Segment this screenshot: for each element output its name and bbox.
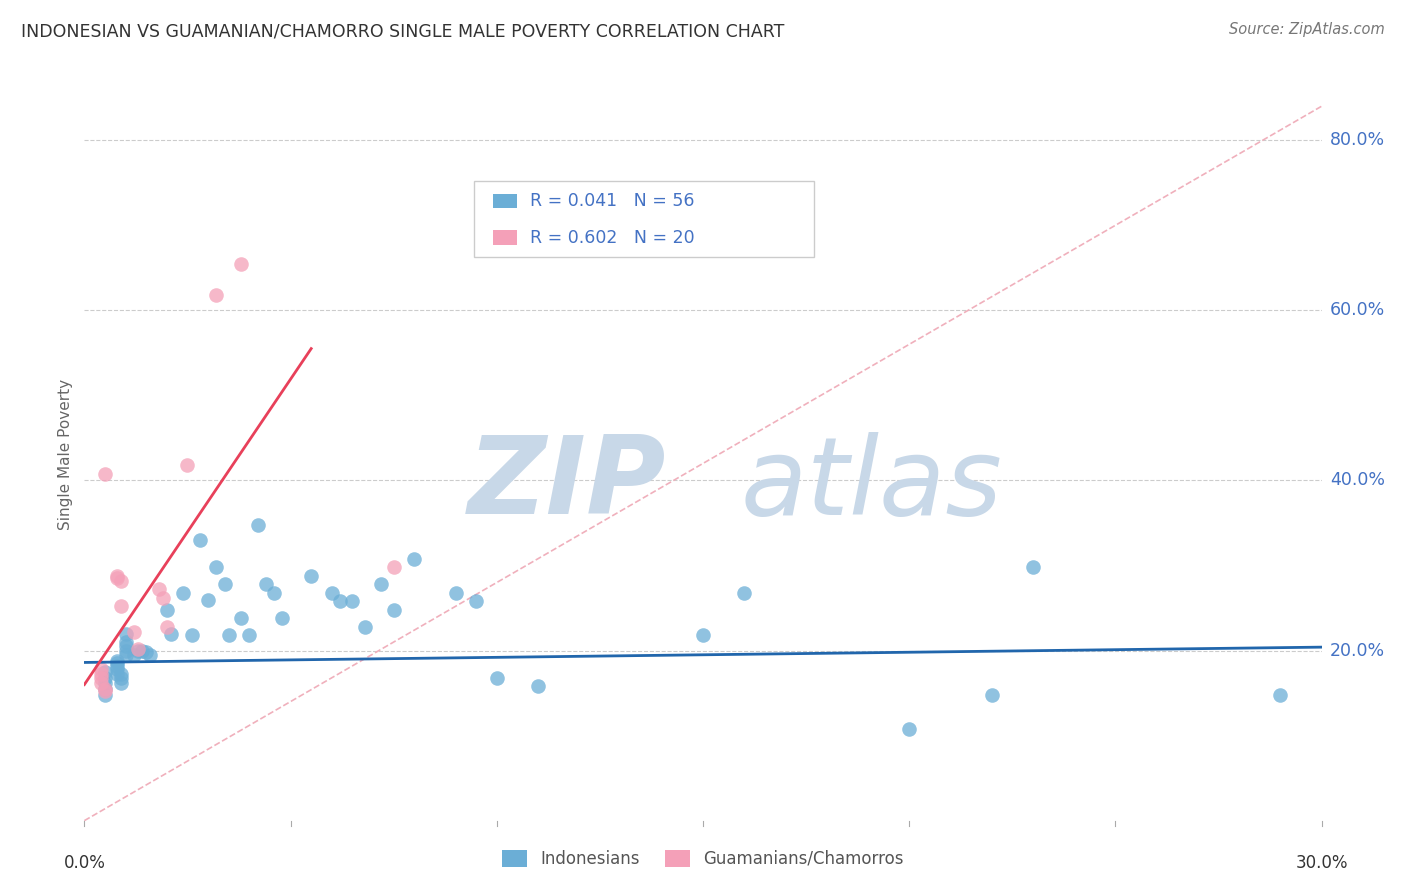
Point [527, 679, 550, 693]
Point [114, 643, 136, 657]
Point [127, 643, 149, 657]
Point [342, 594, 364, 608]
Point [733, 585, 755, 599]
Point [1270, 688, 1292, 702]
Point [197, 592, 219, 607]
Text: R = 0.041   N = 56: R = 0.041 N = 56 [530, 192, 695, 211]
Point [898, 722, 921, 736]
Point [382, 603, 405, 617]
Point [105, 662, 128, 676]
Point [229, 611, 252, 625]
Point [127, 641, 149, 656]
Point [105, 654, 128, 668]
Text: R = 0.602   N = 20: R = 0.602 N = 20 [530, 228, 695, 247]
Point [105, 658, 128, 673]
Y-axis label: Single Male Poverty: Single Male Poverty [58, 379, 73, 531]
Point [131, 643, 153, 657]
Point [271, 611, 294, 625]
Point [180, 628, 202, 642]
Text: 30.0%: 30.0% [1295, 854, 1348, 871]
Text: ZIP: ZIP [468, 431, 666, 537]
Point [94, 671, 117, 685]
Point [254, 577, 277, 591]
Point [90, 676, 112, 690]
Point [135, 645, 157, 659]
Point [148, 582, 170, 597]
Point [404, 551, 426, 566]
Point [105, 667, 128, 681]
Point [299, 568, 322, 582]
Point [156, 603, 179, 617]
Point [205, 288, 228, 302]
Point [353, 620, 375, 634]
Point [94, 684, 117, 698]
Point [90, 667, 112, 681]
Point [110, 671, 132, 685]
Point [205, 560, 228, 574]
Point [94, 688, 117, 702]
Point [246, 517, 269, 532]
Point [122, 648, 145, 662]
Point [1022, 560, 1045, 574]
Point [105, 571, 128, 585]
Point [152, 591, 174, 605]
Point [114, 640, 136, 654]
Point [980, 688, 1002, 702]
Point [263, 585, 285, 599]
Point [214, 577, 236, 591]
Text: INDONESIAN VS GUAMANIAN/CHAMORRO SINGLE MALE POVERTY CORRELATION CHART: INDONESIAN VS GUAMANIAN/CHAMORRO SINGLE … [21, 22, 785, 40]
Text: 60.0%: 60.0% [1330, 301, 1385, 319]
Point [90, 671, 112, 685]
Point [444, 585, 467, 599]
Point [382, 560, 405, 574]
Point [90, 662, 112, 676]
Point [114, 648, 136, 662]
Point [465, 594, 488, 608]
Legend: Indonesians, Guamanians/Chamorros: Indonesians, Guamanians/Chamorros [495, 843, 911, 874]
Point [218, 628, 240, 642]
Point [160, 626, 183, 640]
Point [229, 256, 252, 270]
Text: 0.0%: 0.0% [63, 854, 105, 871]
Point [139, 648, 162, 662]
Point [156, 620, 179, 634]
Point [329, 594, 352, 608]
Bar [492, 230, 517, 245]
Point [110, 676, 132, 690]
Point [176, 458, 198, 472]
Text: 20.0%: 20.0% [1330, 641, 1385, 659]
Point [692, 628, 714, 642]
Point [238, 628, 260, 642]
Point [105, 568, 128, 582]
Point [94, 681, 117, 696]
Point [114, 635, 136, 649]
Text: atlas: atlas [740, 432, 1002, 537]
Point [114, 626, 136, 640]
Point [110, 574, 132, 588]
Text: 40.0%: 40.0% [1330, 472, 1385, 490]
Point [370, 577, 392, 591]
Point [105, 657, 128, 671]
Text: Source: ZipAtlas.com: Source: ZipAtlas.com [1229, 22, 1385, 37]
Point [94, 681, 117, 696]
Point [110, 667, 132, 681]
Point [122, 624, 145, 639]
Bar [492, 194, 517, 209]
Point [188, 533, 211, 547]
Text: 80.0%: 80.0% [1330, 131, 1385, 149]
Point [172, 585, 194, 599]
Bar [474, 180, 814, 258]
Point [485, 671, 508, 685]
Point [321, 585, 343, 599]
Point [94, 676, 117, 690]
Point [110, 599, 132, 614]
Point [94, 665, 117, 679]
Point [94, 467, 117, 481]
